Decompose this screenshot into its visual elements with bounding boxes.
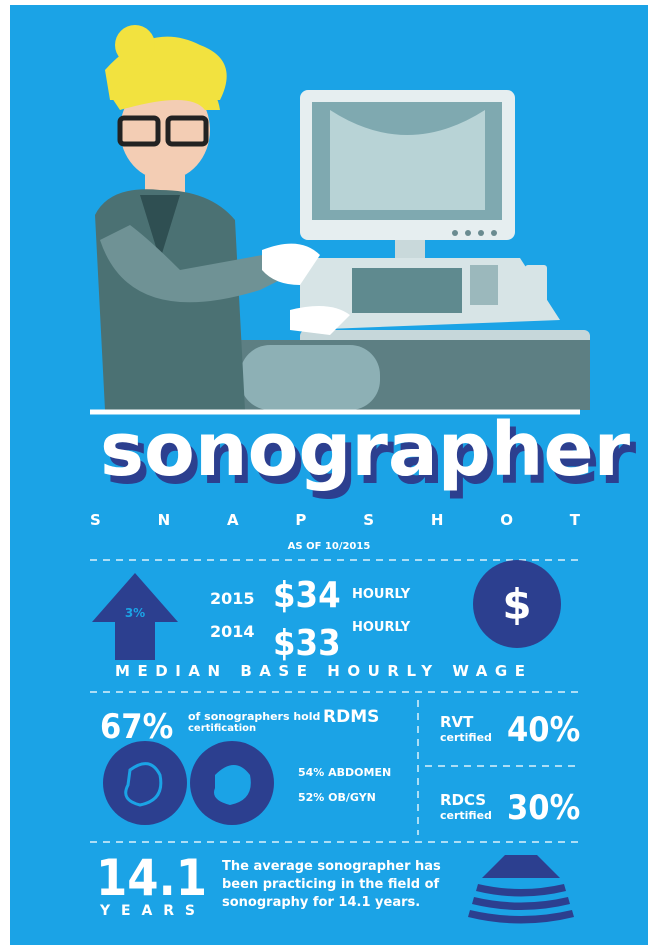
change: 3% (125, 606, 145, 620)
specialty: 54% ABDOMEN (298, 766, 391, 779)
rdms-name: RDMS (323, 707, 379, 727)
rvt-detail: certified (440, 731, 492, 744)
rvt-name: RVT (440, 713, 474, 731)
rdcs-percent: 30% (507, 788, 580, 828)
experience-text: The average sonographer has (222, 859, 441, 874)
experience-value: 14.1 (96, 849, 207, 907)
rdms-text: of sonographers hold (188, 710, 320, 723)
rvt-percent: 40% (507, 710, 580, 750)
unit: HOURLY (352, 587, 411, 602)
year: 2015 (210, 589, 255, 608)
year: 2014 (210, 622, 255, 641)
experience-text: sonography for 14.1 years. (222, 895, 420, 910)
amount: $34 (273, 575, 341, 616)
unit: HOURLY (352, 620, 411, 635)
dollar-sign: $ (502, 580, 531, 629)
amount: $33 (273, 623, 341, 664)
rdms-detail: certification (188, 723, 256, 734)
fetus-icon (103, 741, 187, 825)
rdcs-name: RDCS (440, 791, 486, 809)
specialty: 52% OB/GYN (298, 791, 376, 804)
date: AS OF 10/2015 (288, 541, 371, 552)
rdcs-detail: certified (440, 809, 492, 822)
rdms-percent: 67% (100, 707, 173, 747)
experience-text: been practicing in the field of (222, 877, 440, 892)
title: sonographer (100, 407, 631, 493)
infographic: sonographer sonographer SNAPSHOT AS OF 1… (0, 0, 658, 948)
